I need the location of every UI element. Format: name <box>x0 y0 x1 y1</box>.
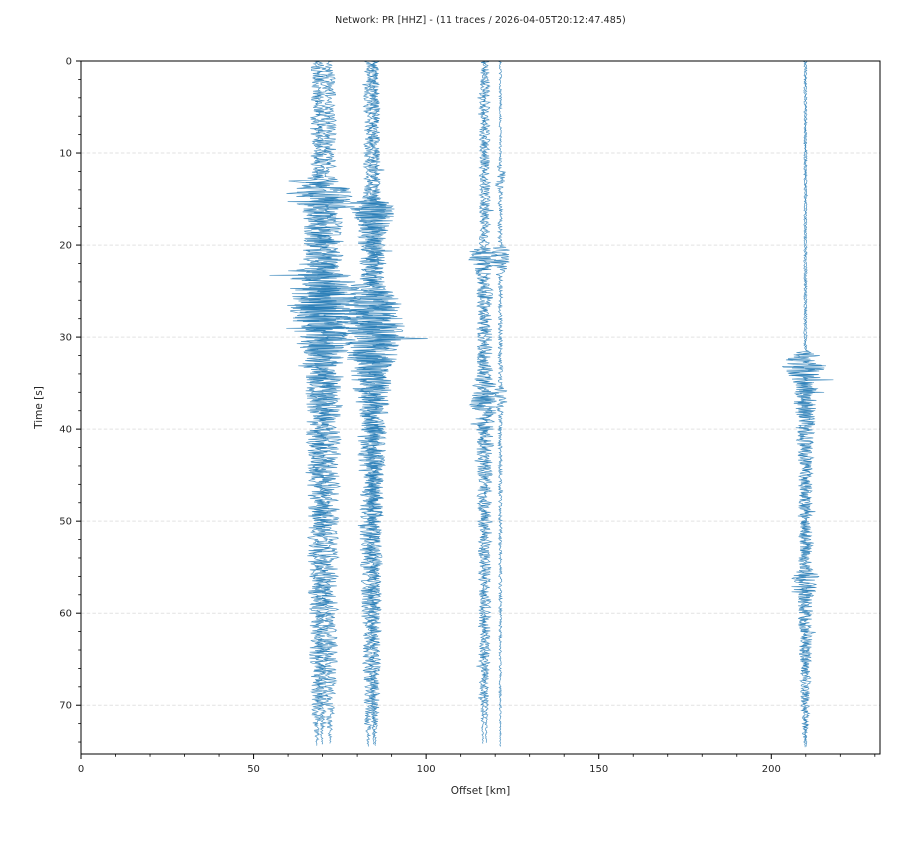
plot-border <box>80 60 881 755</box>
seismic-trace <box>491 61 510 747</box>
x-axis: 0 50 100 150 200 <box>78 754 876 775</box>
x-tick-label: 150 <box>589 764 608 775</box>
seismic-trace <box>785 61 827 747</box>
y-tick-label: 10 <box>59 149 72 160</box>
seismic-trace <box>468 61 495 744</box>
x-tick-label: 50 <box>247 764 260 775</box>
y-tick-label: 30 <box>59 333 72 344</box>
y-axis-label: Time [s] <box>33 386 45 430</box>
y-tick-label: 0 <box>66 57 72 68</box>
seismic-trace <box>343 61 428 745</box>
y-axis: 0 10 20 30 40 50 60 70 <box>59 57 81 743</box>
seismic-trace <box>299 61 382 744</box>
seismic-trace <box>286 61 350 746</box>
y-tick-label: 20 <box>59 241 72 252</box>
seismic-trace <box>269 61 356 745</box>
x-tick-label: 100 <box>417 764 436 775</box>
y-tick-label: 60 <box>59 609 72 620</box>
seismic-trace <box>316 61 399 747</box>
x-axis-label: Offset [km] <box>451 785 510 797</box>
x-tick-label: 200 <box>762 764 781 775</box>
seismic-trace <box>345 61 406 746</box>
seismic-trace <box>474 61 510 743</box>
y-tick-label: 40 <box>59 425 72 436</box>
traces-group <box>269 61 834 748</box>
chart-title: Network: PR [HHZ] - (11 traces / 2026-04… <box>335 15 626 26</box>
y-tick-label: 50 <box>59 517 72 528</box>
x-tick-label: 0 <box>78 764 84 775</box>
y-tick-label: 70 <box>59 701 72 712</box>
seismic-trace <box>782 61 834 748</box>
